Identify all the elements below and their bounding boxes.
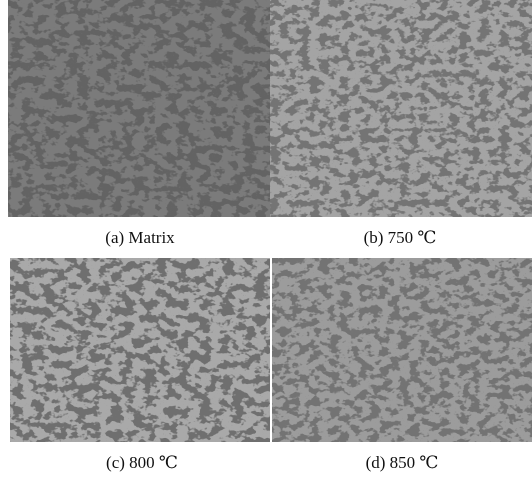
- caption: (a) Matrix: [105, 228, 175, 247]
- caption: (b) 750 ℃: [364, 228, 437, 247]
- micrograph-d: [272, 258, 532, 442]
- caption: (c) 800 ℃: [106, 453, 178, 472]
- caption: (d) 850 ℃: [366, 453, 439, 472]
- micrograph-b: [270, 0, 532, 217]
- micrograph-c: [10, 258, 270, 442]
- micrograph-a: [8, 0, 270, 217]
- figure: (a) Matrix (b) 750 ℃ (c) 800 ℃ (d) 850 ℃: [0, 0, 532, 498]
